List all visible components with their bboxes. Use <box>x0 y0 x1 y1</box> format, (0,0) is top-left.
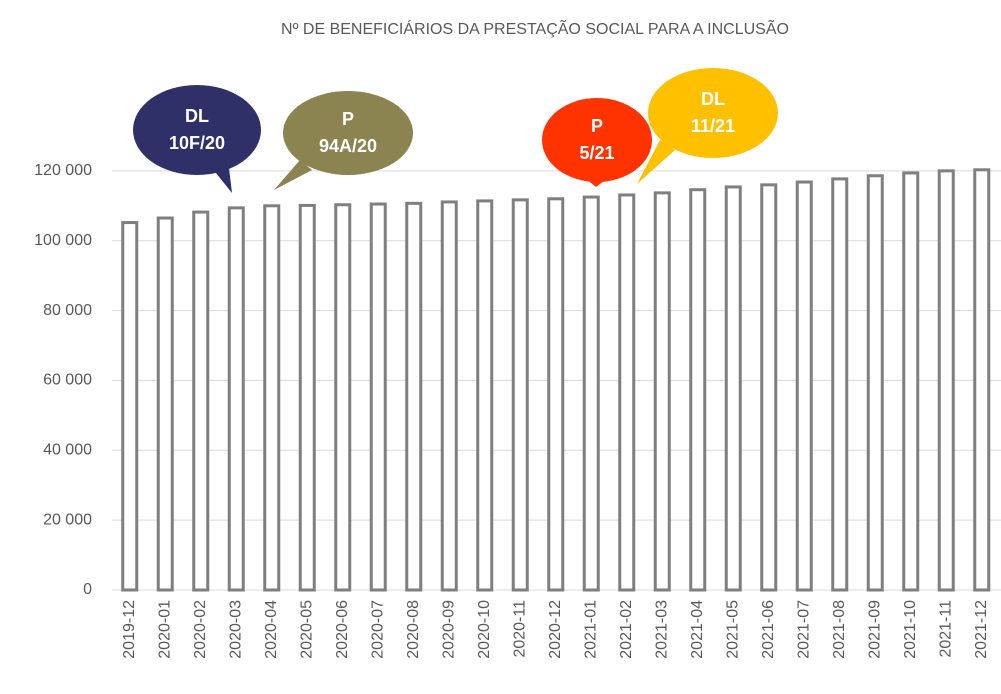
x-tick-label: 2021-03 <box>653 600 670 659</box>
bar <box>192 210 210 592</box>
bar <box>618 193 636 592</box>
x-tick-label: 2020-01 <box>156 600 173 659</box>
bar <box>653 191 671 592</box>
x-tick-label: 2020-10 <box>476 600 493 659</box>
x-tick-label: 2021-11 <box>937 600 954 658</box>
bar <box>582 195 600 592</box>
x-tick-label: 2021-10 <box>902 600 919 659</box>
bubble-body <box>648 68 778 158</box>
bubble-body <box>133 85 261 175</box>
y-tick-label: 60 000 <box>43 372 92 389</box>
bar <box>440 200 458 592</box>
x-tick-label: 2020-05 <box>298 600 315 659</box>
x-tick-label: 2021-07 <box>795 600 812 659</box>
x-tick-label: 2020-07 <box>369 600 386 659</box>
x-tick-label: 2021-01 <box>582 600 599 659</box>
y-tick-label: 100 000 <box>34 232 92 249</box>
annotation-text: 11/21 <box>691 116 735 136</box>
chart-title: Nº DE BENEFICIÁRIOS DA PRESTAÇÃO SOCIAL … <box>281 18 789 38</box>
bar <box>263 204 281 592</box>
annotation-text: P <box>342 109 354 129</box>
bar <box>121 221 139 592</box>
x-tick-label: 2021-02 <box>618 600 635 659</box>
x-tick-label: 2020-03 <box>227 600 244 659</box>
bar <box>405 201 423 592</box>
bar <box>227 206 245 592</box>
bar <box>795 180 813 592</box>
bar <box>511 198 529 592</box>
y-tick-label: 0 <box>83 581 92 598</box>
x-tick-label: 2021-05 <box>724 600 741 659</box>
annotation-bubble: P 5/21 <box>542 98 652 187</box>
bar <box>334 203 352 592</box>
bar <box>689 188 707 592</box>
x-tick-label: 2019-12 <box>121 600 138 659</box>
x-tick-label: 2020-06 <box>334 600 351 659</box>
bubble-tail <box>637 140 675 184</box>
bar <box>369 202 387 592</box>
x-tick-label: 2020-12 <box>547 600 564 659</box>
bar <box>760 183 778 592</box>
bubble-tail <box>274 160 312 190</box>
annotation-text: 94A/20 <box>319 136 377 156</box>
y-tick-label: 20 000 <box>43 511 92 528</box>
x-tick-label: 2021-04 <box>689 600 706 659</box>
x-tick-label: 2021-08 <box>831 600 848 659</box>
bar <box>547 197 565 592</box>
bar <box>156 216 174 592</box>
bubble-body <box>542 98 652 182</box>
bar <box>831 177 849 592</box>
annotation-bubble: DL 11/21 <box>637 68 778 184</box>
x-tick-label: 2020-02 <box>192 600 209 659</box>
bar <box>973 168 991 592</box>
annotation-text: DL <box>701 89 725 109</box>
bar <box>476 199 494 592</box>
bubble-tail <box>212 160 232 193</box>
bubble-body <box>283 91 413 175</box>
bar <box>902 171 920 592</box>
bar <box>866 174 884 592</box>
y-tick-label: 80 000 <box>43 302 92 319</box>
x-tick-label: 2020-09 <box>440 600 457 659</box>
x-tick-label: 2021-09 <box>866 600 883 659</box>
x-tick-label: 2020-08 <box>405 600 422 659</box>
x-tick-label: 2021-12 <box>973 600 990 659</box>
y-tick-label: 40 000 <box>43 442 92 459</box>
bar <box>724 185 742 592</box>
annotation-text: P <box>591 116 603 136</box>
x-tick-label: 2021-06 <box>760 600 777 659</box>
annotation-text: DL <box>185 106 209 126</box>
x-tick-label: 2020-04 <box>263 600 280 659</box>
bar <box>298 203 316 592</box>
annotation-bubble: DL 10F/20 <box>133 85 261 193</box>
bar <box>937 169 955 592</box>
annotation-text: 10F/20 <box>169 133 225 153</box>
annotation-text: 5/21 <box>579 143 614 163</box>
y-tick-label: 120 000 <box>34 162 92 179</box>
annotation-bubble: P 94A/20 <box>274 91 413 190</box>
bubble-tail <box>585 178 608 187</box>
x-tick-label: 2020-11 <box>511 600 528 658</box>
